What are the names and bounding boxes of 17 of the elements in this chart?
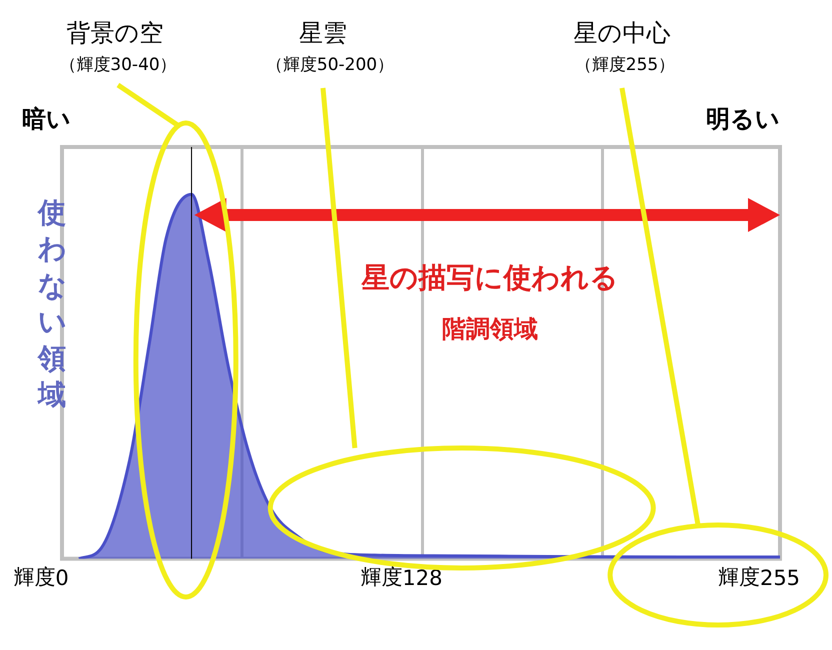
x-tick-label: 0 — [55, 566, 69, 590]
annotation: 使わない領域 — [38, 195, 67, 413]
text: 背景の空 — [66, 19, 164, 48]
text: 暗い — [22, 105, 71, 134]
text: 星雲 — [299, 19, 347, 48]
x-tick-label: 128 — [402, 566, 442, 590]
text: （輝度30-40） — [59, 55, 177, 76]
text: 星の中心 — [574, 19, 670, 48]
text: 輝度 — [718, 564, 760, 590]
annotation: 階調領域 — [442, 315, 538, 344]
text: 輝度 — [13, 564, 56, 590]
text: 明るい — [706, 105, 780, 134]
text: 輝度 — [360, 564, 402, 590]
text: （輝度50-200） — [266, 55, 394, 76]
text: （輝度255） — [574, 55, 676, 76]
annotation: 星の描写に使われる — [362, 261, 618, 294]
x-tick-label: 255 — [760, 566, 800, 590]
